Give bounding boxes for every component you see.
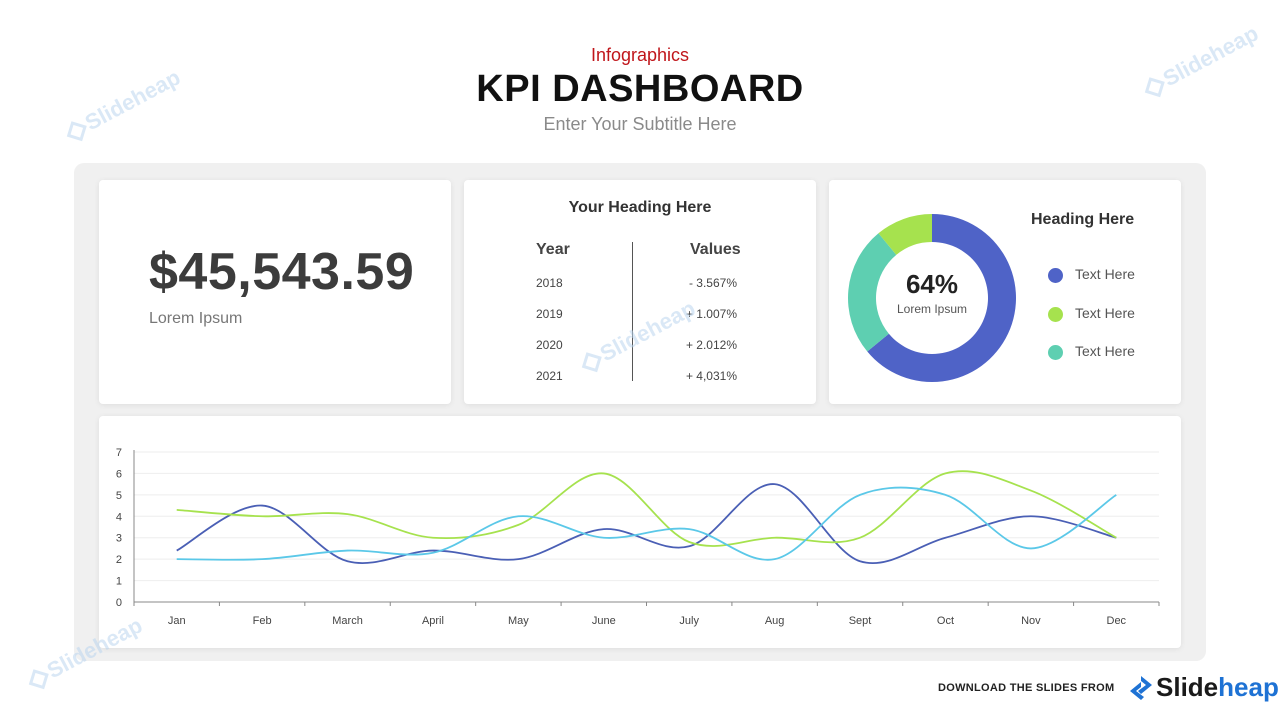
legend-dot [1048,268,1063,283]
y-tick-label: 6 [116,468,122,480]
table-divider [632,242,633,381]
x-tick-label: May [508,615,529,627]
series-line [176,483,1117,564]
table-row-value: - 3.567% [688,276,737,290]
x-tick-label: Nov [1021,615,1041,627]
x-tick-label: Jan [168,615,186,627]
x-tick-label: July [679,615,699,627]
y-tick-label: 5 [116,490,122,502]
table-row-year: 2018 [536,276,563,290]
y-tick-label: 1 [116,576,122,588]
x-tick-label: April [422,615,444,627]
table-row-value: + 1.007% [685,307,737,321]
donut-slice [848,233,897,352]
y-tick-label: 3 [116,533,122,545]
y-tick-label: 7 [116,447,122,459]
x-tick-label: March [332,615,363,627]
donut-center-value: 64% [905,269,959,299]
table-row-value: + 2.012% [685,338,737,352]
table-heading: Your Heading Here [568,199,712,216]
column-header-year: Year [536,241,570,258]
donut-card: 64% Lorem Ipsum Heading Here Text Here T… [829,180,1181,404]
donut-chart [848,214,1016,382]
donut-slice [878,214,932,255]
donut-heading: Heading Here [1031,211,1135,228]
legend-dot [1048,345,1063,360]
watermark-logo-icon [28,669,49,690]
column-header-values: Values [690,241,741,258]
watermark-logo-icon [66,121,87,142]
line-chart: 0 1 2 3 4 5 6 7 Jan Feb March April May June July Aug Se… [116,447,1160,627]
brand-logo-text: Slideheap [1156,672,1279,702]
x-tick-label: June [592,615,616,627]
page-subtitle: Enter Your Subtitle Here [543,114,737,134]
x-tick-label: Sept [849,615,872,627]
legend-label: Text Here [1075,266,1135,282]
y-tick-label: 0 [116,597,122,609]
page-title: KPI DASHBOARD [476,68,804,110]
series-line [176,470,1117,547]
table-row-year: 2020 [536,338,563,352]
footer-text: DOWNLOAD THE SLIDES FROM [938,682,1115,694]
line-chart-card: 0 1 2 3 4 5 6 7 Jan Feb March April May June July Aug Se… [99,416,1181,648]
y-tick-label: 2 [116,554,122,566]
series-line [176,486,1117,561]
legend-label: Text Here [1075,343,1135,359]
brand-logo-icon [1130,676,1152,700]
kpi-value: $45,543.59 [149,243,415,301]
legend-dot [1048,307,1063,322]
x-tick-label: Oct [937,615,954,627]
table-row-value: + 4,031% [685,369,737,383]
legend-label: Text Here [1075,305,1135,321]
x-tick-label: Aug [765,615,785,627]
table-card: Your Heading Here Year Values 2018 - 3.5… [464,180,816,404]
donut-slice [867,214,1016,382]
table-row-year: 2019 [536,307,563,321]
donut-center-caption: Lorem Ipsum [896,302,968,316]
kpi-caption: Lorem Ipsum [149,310,243,327]
x-tick-label: Feb [253,615,272,627]
y-tick-label: 4 [116,511,122,523]
table-row-year: 2021 [536,369,563,383]
header-label: Infographics [590,45,690,65]
kpi-card: $45,543.59 Lorem Ipsum [99,180,451,404]
x-tick-label: Dec [1107,615,1127,627]
